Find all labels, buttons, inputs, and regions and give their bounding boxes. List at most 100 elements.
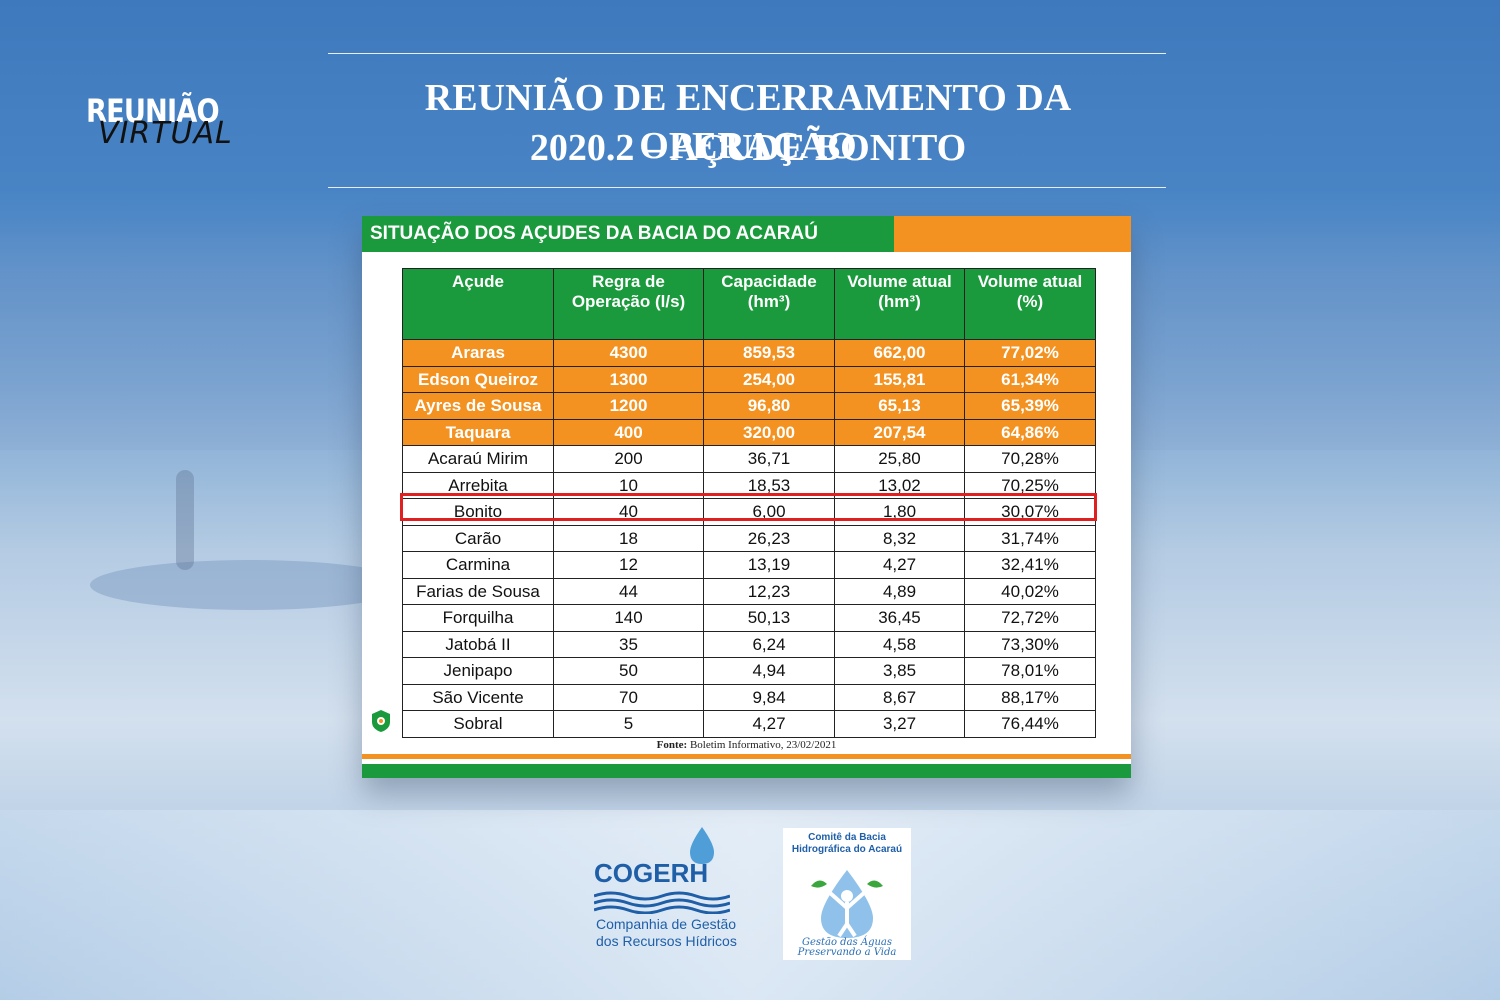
slide-title-line2: 2020.2 – AÇUDE BONITO: [529, 127, 967, 169]
table-cell: 5: [553, 710, 704, 738]
table-cell: Jatobá II: [402, 630, 554, 658]
table-cell: 8,67: [834, 683, 965, 711]
table-cell: Ayres de Sousa: [402, 392, 554, 420]
table-cell: Forquilha: [402, 604, 554, 632]
table-cell: 12: [553, 551, 704, 579]
table-cell: 9,84: [703, 683, 835, 711]
table-cell: 73,30%: [964, 630, 1096, 658]
table-cell: 207,54: [834, 418, 965, 446]
table-cell: 8,32: [834, 524, 965, 552]
table-cell: 70,28%: [964, 445, 1096, 473]
table-cell: 88,17%: [964, 683, 1096, 711]
table-cell: 18: [553, 524, 704, 552]
table-cell: 50: [553, 657, 704, 685]
cogerh-subtitle-line1: Companhia de Gestão: [596, 916, 737, 932]
cogerh-subtitle-line2: dos Recursos Hídricos: [596, 933, 737, 949]
reuniao-virtual-logo: REUNIÃO VIRTUAL: [86, 92, 246, 162]
table-cell: Acaraú Mirim: [402, 445, 554, 473]
title-rule-top: [328, 53, 1166, 54]
table-cell: 40,02%: [964, 577, 1096, 605]
table-cell: 4,27: [703, 710, 835, 738]
table-cell: 70: [553, 683, 704, 711]
column-header: Capacidade (hm³): [703, 268, 835, 340]
table-cell: São Vicente: [402, 683, 554, 711]
table-cell: 1300: [553, 365, 704, 393]
table-row: Jatobá II 35 6,24 4,58 73,30%: [402, 630, 1096, 658]
table-cell: Sobral: [402, 710, 554, 738]
table-cell: 155,81: [834, 365, 965, 393]
table-cell: 1200: [553, 392, 704, 420]
ceara-seal-icon: [372, 710, 390, 732]
table-cell: 61,34%: [964, 365, 1096, 393]
source-text: Boletim Informativo, 23/02/2021: [687, 739, 837, 751]
table-row: Carmina 12 13,19 4,27 32,41%: [402, 551, 1096, 579]
water-drop-icon: [690, 827, 714, 864]
table-cell: 72,72%: [964, 604, 1096, 632]
table-cell: 12,23: [703, 577, 835, 605]
table-row: Farias de Sousa 44 12,23 4,89 40,02%: [402, 577, 1096, 605]
table-cell: 6,24: [703, 630, 835, 658]
column-header: Regra de Operação (l/s): [553, 268, 704, 340]
table-cell: 77,02%: [964, 339, 1096, 367]
table-cell: 4,89: [834, 577, 965, 605]
column-header: Volume atual (%): [964, 268, 1096, 340]
table-cell: 36,71: [703, 445, 835, 473]
background-island: [90, 560, 410, 610]
source-label: Fonte:: [656, 739, 688, 751]
table-row: Taquara 400 320,00 207,54 64,86%: [402, 418, 1096, 446]
footer-stripe-orange: [362, 754, 1131, 759]
table-cell: Carão: [402, 524, 554, 552]
table-cell: 64,86%: [964, 418, 1096, 446]
table-cell: 35: [553, 630, 704, 658]
waves-icon: [594, 891, 730, 914]
table-row: Ayres de Sousa 1200 96,80 65,13 65,39%: [402, 392, 1096, 420]
table-cell: 400: [553, 418, 704, 446]
logo-word-virtual: VIRTUAL: [98, 116, 233, 151]
table-cell: 13,19: [703, 551, 835, 579]
panel-header: SITUAÇÃO DOS AÇUDES DA BACIA DO ACARAÚ: [362, 216, 894, 252]
table-cell: 65,39%: [964, 392, 1096, 420]
reservoir-status-panel: SITUAÇÃO DOS AÇUDES DA BACIA DO ACARAÚ A…: [362, 216, 1131, 778]
table-cell: Taquara: [402, 418, 554, 446]
footer-stripe-white: [362, 759, 1131, 764]
table-cell: Edson Queiroz: [402, 365, 554, 393]
cogerh-name: COGERH: [594, 858, 709, 888]
table-cell: 31,74%: [964, 524, 1096, 552]
table-source-note: Fonte: Boletim Informativo, 23/02/2021: [362, 739, 1131, 751]
table-cell: 662,00: [834, 339, 965, 367]
table-cell: 25,80: [834, 445, 965, 473]
comite-slogan: Gestão das Águas Preservando a Vida: [797, 937, 897, 958]
table-cell: 50,13: [703, 604, 835, 632]
table-cell: 4,58: [834, 630, 965, 658]
table-cell: 4300: [553, 339, 704, 367]
panel-title: SITUAÇÃO DOS AÇUDES DA BACIA DO ACARAÚ: [370, 223, 818, 244]
table-cell: 26,23: [703, 524, 835, 552]
logo-word-reuniao: REUNIÃO: [86, 92, 220, 130]
table-cell: 65,13: [834, 392, 965, 420]
bonito-row-highlight: [400, 493, 1097, 521]
comite-bacia-logo: Comitê da Bacia Hidrográfica do Acaraú G…: [783, 828, 911, 960]
table-row: Jenipapo 50 4,94 3,85 78,01%: [402, 657, 1096, 685]
table-cell: 36,45: [834, 604, 965, 632]
title-rule-bottom: [328, 187, 1166, 188]
table-row: Forquilha 140 50,13 36,45 72,72%: [402, 604, 1096, 632]
logo-strip-background: [0, 810, 1500, 1000]
table-cell: 140: [553, 604, 704, 632]
table-cell: Jenipapo: [402, 657, 554, 685]
table-cell: 200: [553, 445, 704, 473]
table-cell: 3,27: [834, 710, 965, 738]
table-row: Edson Queiroz 1300 254,00 155,81 61,34%: [402, 365, 1096, 393]
water-drop-person-icon: [811, 870, 883, 938]
table-cell: 44: [553, 577, 704, 605]
table-cell: 254,00: [703, 365, 835, 393]
table-cell: 96,80: [703, 392, 835, 420]
reservoir-table: Açude Regra de Operação (l/s) Capacidade…: [402, 268, 1096, 738]
table-cell: Carmina: [402, 551, 554, 579]
table-row: Carão 18 26,23 8,32 31,74%: [402, 524, 1096, 552]
comite-name: Comitê da Bacia Hidrográfica do Acaraú: [791, 832, 903, 855]
table-row: São Vicente 70 9,84 8,67 88,17%: [402, 683, 1096, 711]
cogerh-logo: COGERH Companhia de Gestão dos Recursos …: [590, 826, 737, 949]
panel-header-accent: [894, 216, 1131, 252]
footer-stripe-green: [362, 764, 1131, 778]
column-header: Volume atual (hm³): [834, 268, 965, 340]
